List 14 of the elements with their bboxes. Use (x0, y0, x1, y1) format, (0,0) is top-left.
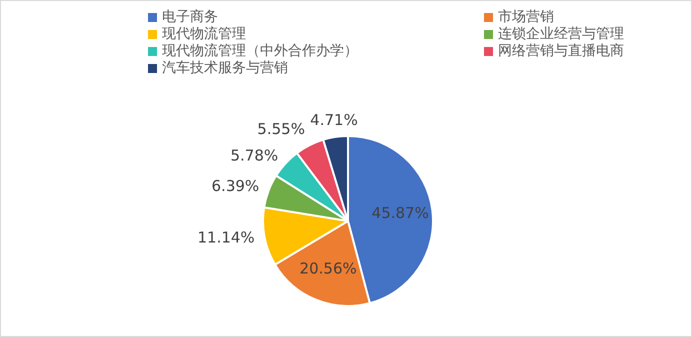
legend-label: 连锁企业经营与管理 (498, 26, 624, 43)
legend-label: 现代物流管理 (162, 26, 246, 43)
data-label: 11.14% (197, 228, 255, 247)
legend-label: 汽车技术服务与营销 (162, 60, 288, 77)
data-label: 4.71% (310, 110, 358, 129)
data-label: 20.56% (300, 260, 357, 278)
legend-label: 现代物流管理（中外合作办学） (162, 43, 358, 60)
data-label: 5.78% (230, 146, 278, 165)
legend-label: 电子商务 (162, 9, 218, 26)
legend-label: 网络营销与直播电商 (498, 43, 624, 60)
data-label: 45.87% (372, 204, 429, 222)
data-label: 6.39% (212, 177, 260, 196)
data-label: 5.55% (257, 120, 305, 138)
legend-label: 市场营销 (498, 9, 554, 26)
